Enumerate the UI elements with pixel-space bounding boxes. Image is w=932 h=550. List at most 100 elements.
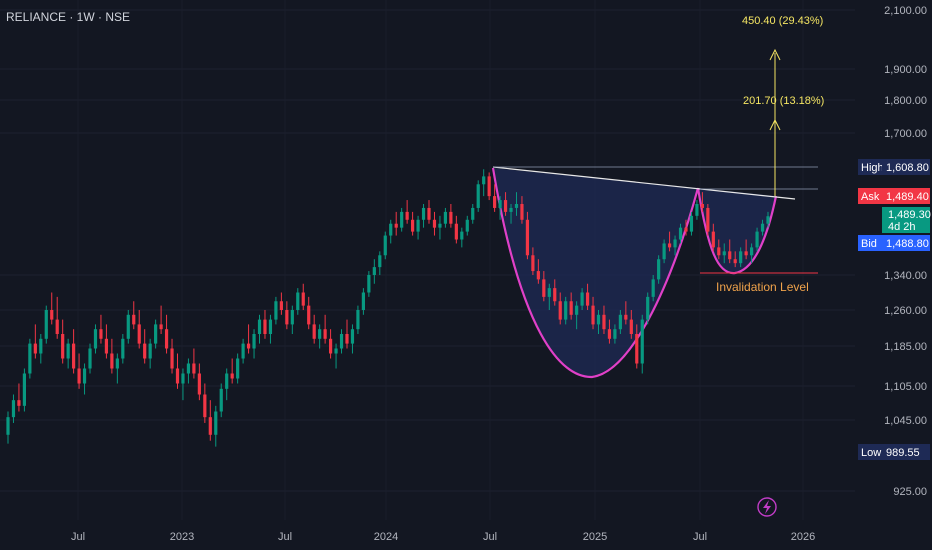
candle (602, 305, 606, 334)
candle-body (482, 176, 486, 185)
candle (203, 383, 207, 423)
candle-body (82, 368, 87, 384)
neckline (492, 166, 796, 200)
candle-body (493, 196, 497, 208)
candle-body (498, 200, 502, 208)
candle (635, 324, 639, 369)
candle-body (126, 314, 130, 339)
candle (596, 310, 601, 334)
candle-body (181, 373, 185, 384)
cup-fill (493, 168, 740, 377)
candle (318, 324, 322, 349)
candle (460, 227, 464, 248)
candle-body (728, 251, 732, 260)
candle (132, 301, 136, 330)
candle (241, 338, 245, 364)
candle-body (203, 394, 207, 418)
candle-body (662, 243, 666, 260)
candle-body (252, 334, 256, 349)
candle-body (367, 275, 371, 293)
candle (197, 363, 201, 401)
candle-body (618, 314, 622, 330)
candle-body (514, 204, 519, 208)
candle (39, 334, 43, 364)
candle-body (749, 247, 754, 256)
candle (553, 279, 557, 306)
candle-body (115, 358, 119, 369)
candle (509, 204, 513, 224)
candle-body (536, 271, 540, 280)
candle-body (285, 310, 289, 325)
candle-body (318, 329, 322, 339)
candle (733, 251, 737, 268)
candle-body (503, 200, 508, 212)
candle-body (219, 388, 223, 412)
price-axis[interactable]: 2,100.00 1,900.00 1,800.00 1,700.00 1,340.00… (884, 5, 927, 498)
candle (55, 296, 59, 339)
candle (728, 239, 732, 264)
candle (110, 338, 114, 374)
candle-body (186, 363, 191, 374)
candle (230, 358, 234, 384)
candle (290, 305, 294, 334)
candle (580, 288, 584, 310)
candle-body (585, 292, 590, 306)
price-tag-label-box (858, 235, 882, 251)
candle-body (104, 338, 109, 354)
candle (711, 223, 715, 252)
candle-body (339, 334, 344, 349)
candle-body (99, 329, 103, 339)
candle (22, 368, 27, 412)
candle (498, 196, 502, 220)
candle-body (148, 343, 152, 359)
candle (755, 227, 759, 252)
candle-body (296, 292, 300, 310)
candle (356, 305, 360, 334)
y-tick-label: 1,260.00 (884, 305, 927, 317)
candle-body (755, 231, 759, 248)
lightning-icon[interactable] (757, 497, 777, 517)
candle (722, 243, 726, 264)
candle-body (547, 288, 551, 297)
candle (181, 368, 185, 401)
candle (542, 271, 546, 302)
candle-body (66, 343, 70, 359)
candle-body (421, 207, 426, 220)
candle (312, 314, 316, 344)
candle (186, 358, 191, 384)
candle-body (640, 319, 644, 364)
price-tag-name: Bid (861, 238, 877, 250)
candle-body (717, 247, 721, 256)
candle (143, 329, 147, 364)
candle (717, 239, 721, 260)
candle-body (646, 296, 650, 320)
y-tick-label: 1,105.00 (884, 381, 927, 393)
candle (575, 301, 579, 330)
candle-body (39, 338, 43, 354)
candle-body (110, 353, 114, 369)
candle-body (44, 310, 48, 339)
candle-body (72, 343, 76, 369)
y-tick-label: 1,045.00 (884, 415, 927, 427)
candle (525, 211, 530, 260)
candle (695, 200, 699, 220)
x-tick-label: 2025 (583, 531, 607, 543)
time-axis[interactable]: Jul 2023 Jul 2024 Jul 2025 Jul 2026 (71, 531, 815, 543)
candle-body (197, 373, 201, 395)
symbol-title: RELIANCE · 1W · NSE (6, 10, 131, 24)
candle-body (657, 259, 661, 280)
candle (766, 211, 770, 228)
candle-body (225, 373, 229, 389)
y-tick-label: 1,700.00 (884, 128, 927, 140)
candle (214, 405, 218, 447)
candle (678, 223, 683, 244)
candle (170, 338, 174, 374)
candle (493, 184, 497, 212)
candle (350, 324, 355, 354)
target-arrow-near-head (769, 118, 781, 131)
candle (93, 324, 98, 354)
candle (651, 275, 655, 302)
price-tag-sub: 4d 2h (888, 221, 916, 233)
candle-body (230, 373, 234, 379)
